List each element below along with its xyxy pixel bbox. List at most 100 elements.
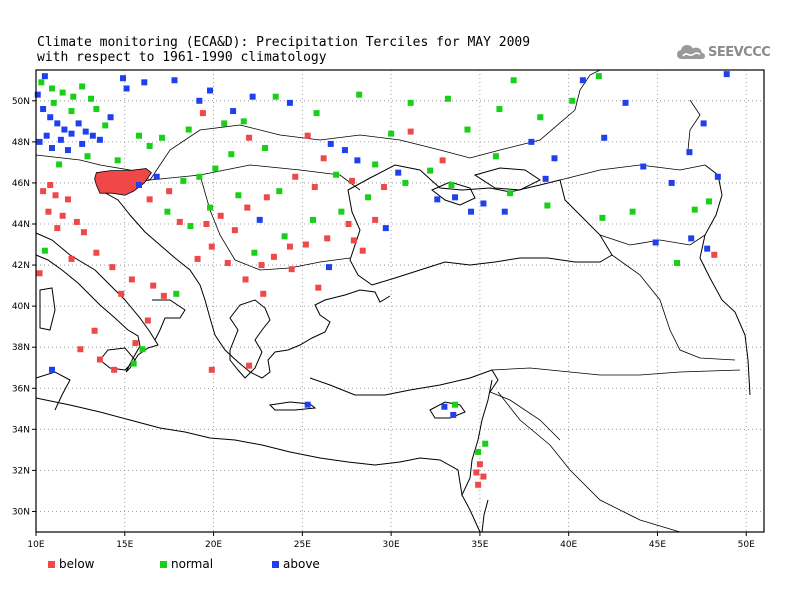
x-tick-label: 35E <box>471 540 488 550</box>
station-marker-below <box>40 188 47 195</box>
station-marker-normal <box>281 233 288 240</box>
station-marker-normal <box>338 208 345 215</box>
y-tick-label: 44N <box>12 220 30 230</box>
station-marker-below <box>359 247 366 254</box>
seevccc-logo: SEEVCCC <box>676 42 771 62</box>
chart-title: Climate monitoring (ECA&D): Precipitatio… <box>37 35 530 65</box>
station-marker-normal <box>427 167 434 174</box>
station-marker-normal <box>402 179 409 186</box>
station-marker-above <box>107 114 114 121</box>
y-tick-label: 42N <box>12 261 30 271</box>
legend-item-normal: normal <box>160 557 272 571</box>
station-marker-below <box>52 192 59 199</box>
x-tick-label: 40E <box>560 540 577 550</box>
y-tick-label: 50N <box>12 97 30 107</box>
station-marker-above <box>256 216 263 223</box>
station-marker-normal <box>673 260 680 267</box>
station-marker-below <box>64 196 71 203</box>
x-tick-label: 30E <box>383 540 400 550</box>
station-marker-below <box>77 346 84 353</box>
station-marker-above <box>34 91 41 98</box>
station-marker-above <box>171 77 178 84</box>
station-marker-normal <box>276 188 283 195</box>
station-marker-below <box>123 177 130 184</box>
station-marker-normal <box>475 448 482 455</box>
station-marker-normal <box>313 110 320 117</box>
station-marker-normal <box>309 216 316 223</box>
station-marker-below <box>286 243 293 250</box>
station-marker-normal <box>173 290 180 297</box>
station-marker-normal <box>187 223 194 230</box>
station-marker-below <box>711 251 718 258</box>
station-marker-above <box>54 120 61 127</box>
station-marker-above <box>704 245 711 252</box>
station-marker-above <box>57 136 64 143</box>
station-marker-above <box>230 108 237 115</box>
station-marker-below <box>407 128 414 135</box>
station-marker-below <box>194 255 201 262</box>
station-marker-above <box>249 93 256 100</box>
station-marker-normal <box>221 120 228 127</box>
station-marker-normal <box>159 134 166 141</box>
station-marker-normal <box>50 99 57 106</box>
station-marker-below <box>96 356 103 363</box>
station-marker-normal <box>691 206 698 213</box>
station-marker-normal <box>365 194 372 201</box>
station-marker-above <box>528 138 535 145</box>
station-marker-above <box>40 106 47 113</box>
station-marker-normal <box>629 208 636 215</box>
station-marker-below <box>292 173 299 180</box>
station-marker-normal <box>492 153 499 160</box>
station-marker-normal <box>510 77 517 84</box>
station-marker-normal <box>84 153 91 160</box>
legend-swatch-below <box>48 560 55 568</box>
map-frame <box>35 69 765 533</box>
station-marker-below <box>475 481 482 488</box>
station-marker-normal <box>262 145 269 152</box>
legend-label-below: below <box>59 557 95 571</box>
station-marker-above <box>395 169 402 176</box>
y-tick-label: 36N <box>12 384 30 394</box>
legend-item-above: above <box>272 557 384 571</box>
station-marker-above <box>622 99 629 106</box>
station-marker-below <box>263 194 270 201</box>
station-marker-below <box>244 204 251 211</box>
station-marker-above <box>123 85 130 92</box>
station-marker-normal <box>207 204 214 211</box>
station-marker-below <box>73 218 80 225</box>
station-marker-below <box>166 188 173 195</box>
station-marker-above <box>89 132 96 139</box>
x-tick-label: 25E <box>294 540 311 550</box>
legend-label-normal: normal <box>171 557 214 571</box>
station-marker-above <box>652 239 659 246</box>
station-marker-above <box>441 403 448 410</box>
station-marker-normal <box>235 192 242 199</box>
x-tick-label: 50E <box>738 540 755 550</box>
station-marker-above <box>688 235 695 242</box>
station-marker-normal <box>251 249 258 256</box>
station-marker-normal <box>595 73 602 80</box>
station-marker-below <box>345 221 352 227</box>
station-marker-below <box>476 461 483 468</box>
station-marker-below <box>111 366 118 373</box>
station-marker-normal <box>146 142 153 149</box>
station-marker-below <box>246 362 253 369</box>
station-marker-below <box>80 229 87 236</box>
station-marker-above <box>501 208 508 215</box>
station-marker-below <box>270 253 277 260</box>
station-marker-above <box>43 132 50 139</box>
station-marker-below <box>311 184 318 191</box>
title-line-2: with respect to 1961-1990 climatology <box>37 50 327 65</box>
station-marker-above <box>450 411 457 418</box>
legend-swatch-normal <box>160 560 167 568</box>
coastlines <box>35 69 751 533</box>
station-marker-normal <box>56 161 63 168</box>
station-marker-below <box>36 270 43 277</box>
station-marker-below <box>246 134 253 141</box>
station-marker-above <box>700 120 707 127</box>
station-marker-above <box>434 196 441 203</box>
slovenia-region <box>94 168 152 196</box>
grid-lines <box>35 70 764 532</box>
station-marker-below <box>439 157 446 164</box>
